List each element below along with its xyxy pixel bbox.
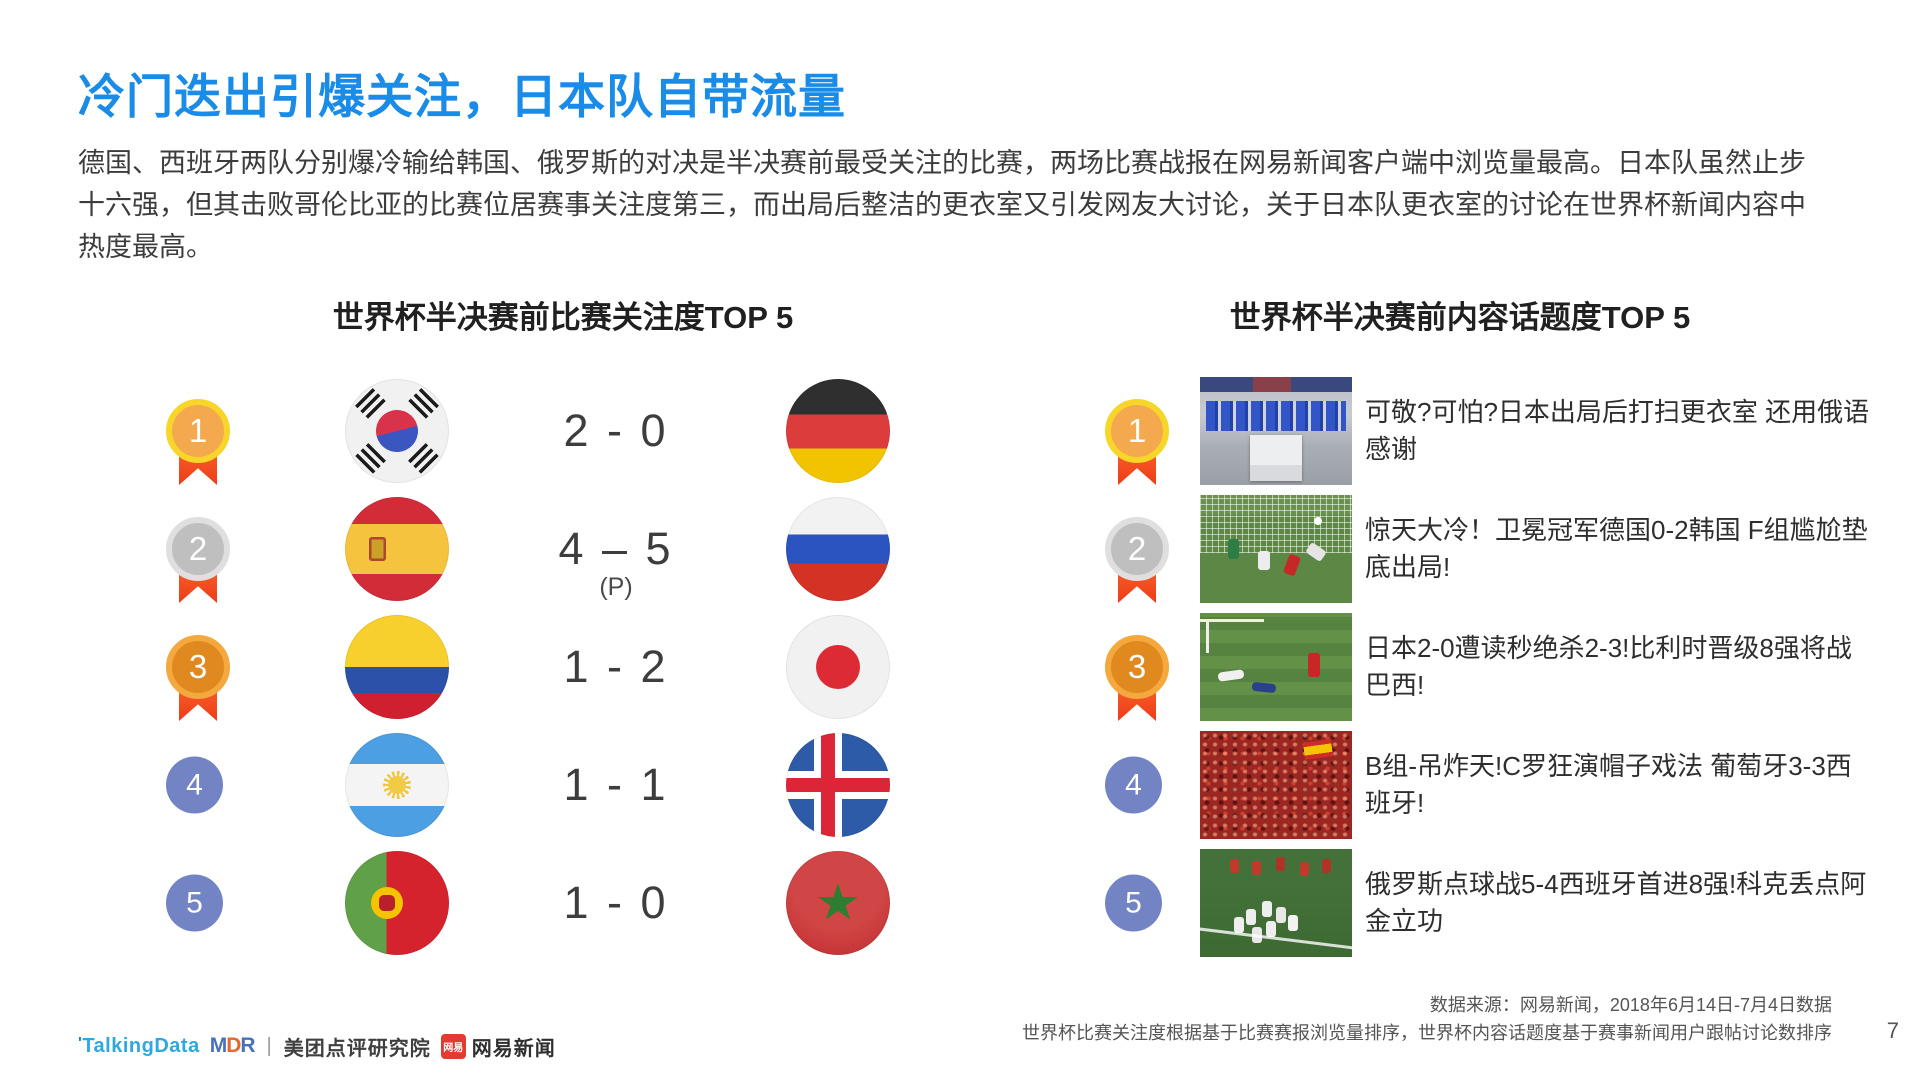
netease-news-logo: 网易新闻 [471, 1037, 556, 1060]
netease-app-icon: 网易 [440, 1033, 466, 1059]
source-line-2: 世界杯比赛关注度根据基于比赛赛报浏览量排序，世界杯内容话题度基于赛事新闻用户跟帖… [1022, 1022, 1832, 1043]
rank-number: 2 [1127, 530, 1147, 567]
flag-russia-icon [786, 497, 890, 601]
match-score: 1 - 1 [563, 759, 669, 810]
score-note: (P) [599, 573, 633, 601]
news-headline: 俄罗斯点球战5-4西班牙首进8强!科克丢点阿金立功 [1365, 869, 1867, 936]
rank-row-1: 1 2 - 0 1 可敬?可怕?日本出局后打扫更衣室 还用俄语感谢 [0, 372, 1921, 490]
rank-row-4: 4 1 - 1 4 B组-吊炸天!C罗狂演帽子戏法 葡萄牙3-3西班牙! [0, 726, 1921, 844]
data-source-note: 数据来源：网易新闻，2018年6月14日-7月4日数据 世界杯比赛关注度根据基于… [1022, 992, 1832, 1048]
gold-medal-icon: 1 [166, 399, 230, 487]
news-thumbnail [1200, 613, 1352, 721]
logo-divider: | [266, 1034, 272, 1057]
news-headline: 惊天大冷！卫冕冠军德国0-2韩国 F组尴尬垫底出局! [1365, 515, 1868, 582]
rank-number: 1 [1127, 412, 1147, 449]
silver-medal-icon: 2 [166, 517, 230, 605]
news-thumbnail [1200, 731, 1352, 839]
talkingdata-mark: ' [78, 1034, 83, 1052]
matches-section-header: 世界杯半决赛前比赛关注度TOP 5 [332, 300, 794, 335]
news-headline: B组-吊炸天!C罗狂演帽子戏法 葡萄牙3-3西班牙! [1365, 751, 1852, 818]
rank-row-3: 3 1 - 2 3 日本2-0遭读秒绝杀2-3!比利时晋级8强将战巴西! [0, 608, 1921, 726]
news-thumbnail [1200, 495, 1352, 603]
news-headline: 日本2-0遭读秒绝杀2-3!比利时晋级8强将战巴西! [1365, 633, 1852, 700]
rank-number: 2 [188, 530, 208, 567]
rank-number: 3 [188, 648, 208, 685]
rank-number: 4 [186, 768, 203, 801]
match-score: 1 - 0 [563, 877, 669, 928]
rank-number: 3 [1127, 648, 1147, 685]
silver-medal-icon: 2 [1105, 517, 1169, 605]
flag-colombia-icon [345, 615, 449, 719]
bronze-medal-icon: 3 [1105, 635, 1169, 723]
flag-argentina-icon [345, 733, 449, 837]
intro-paragraph: 德国、西班牙两队分别爆冷输给韩国、俄罗斯的对决是半决赛前最受关注的比赛，两场比赛… [78, 148, 1806, 262]
footer-logos: 'TalkingData MDR | 美团点评研究院 网易 网易新闻 [78, 1033, 556, 1060]
gold-medal-icon: 1 [1105, 399, 1169, 487]
rank-number: 1 [188, 412, 208, 449]
flag-south-korea-icon [345, 379, 449, 483]
match-score: 2 - 0 [563, 405, 669, 456]
match-score: 4 – 5 (P) [516, 523, 716, 601]
flag-portugal-icon [345, 851, 449, 955]
rank-badge: 4 [166, 756, 223, 814]
match-score: 1 - 2 [563, 641, 669, 692]
flag-japan-icon [786, 615, 890, 719]
bronze-medal-icon: 3 [166, 635, 230, 723]
rank-badge: 4 [1105, 756, 1162, 814]
news-thumbnail [1200, 377, 1352, 485]
page-title: 冷门迭出引爆关注，日本队自带流量 [78, 70, 846, 123]
rank-badge: 5 [166, 874, 223, 932]
talkingdata-logo: 'TalkingData [78, 1034, 200, 1057]
flag-morocco-icon [786, 851, 890, 955]
news-headline: 可敬?可怕?日本出局后打扫更衣室 还用俄语感谢 [1365, 397, 1870, 464]
rank-row-2: 2 4 – 5 (P) 2 惊天大冷！卫冕冠军德国0-2韩国 F组尴尬垫底出局! [0, 490, 1921, 608]
flag-iceland-icon [786, 733, 890, 837]
rank-number: 4 [1125, 768, 1142, 801]
rank-row-5: 5 1 - 0 5 俄罗斯点球战5-4西班牙首进8强!科克丢点阿金立功 [0, 844, 1921, 962]
rank-badge: 5 [1105, 874, 1162, 932]
mdr-logo: MDR [209, 1034, 256, 1057]
page-number: 7 [1886, 1018, 1899, 1043]
source-line-1: 数据来源：网易新闻，2018年6月14日-7月4日数据 [1429, 995, 1832, 1015]
rank-number: 5 [1125, 886, 1142, 919]
news-thumbnail [1200, 849, 1352, 957]
topics-section-header: 世界杯半决赛前内容话题度TOP 5 [1229, 300, 1691, 335]
flag-germany-icon [786, 379, 890, 483]
meituan-research-logo: 美团点评研究院 [283, 1037, 431, 1060]
flag-spain-icon [345, 497, 449, 601]
ranking-rows: 1 2 - 0 1 可敬?可怕?日本出局后打扫更衣室 还用俄语感谢 2 4 – … [0, 372, 1921, 962]
rank-number: 5 [186, 886, 203, 919]
